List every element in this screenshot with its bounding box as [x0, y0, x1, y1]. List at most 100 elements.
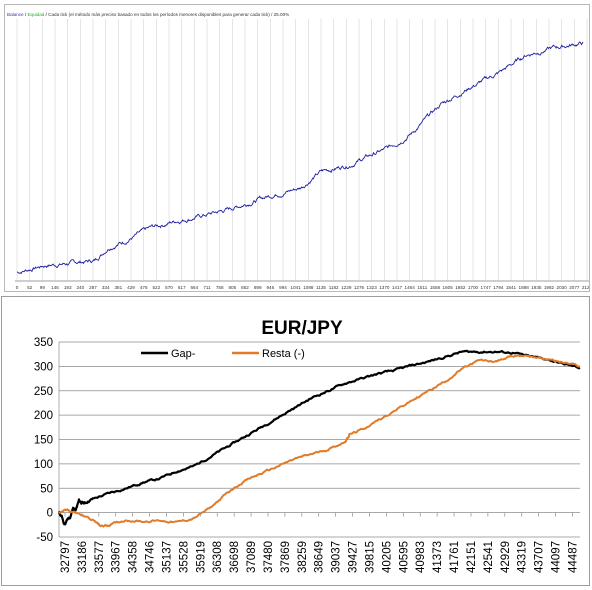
x-tick-label: 41373: [432, 541, 444, 573]
legend-balance: Balance: [7, 12, 24, 17]
x-tick-label: 34746: [145, 541, 157, 573]
x-tick-label: 37480: [263, 541, 275, 573]
series-line-gap: [58, 349, 581, 526]
x-tick-label: 1182: [329, 285, 339, 290]
x-tick-label: 1652: [455, 285, 466, 290]
x-tick-label: 994: [279, 285, 287, 290]
x-tick-label: 805: [228, 285, 236, 290]
x-tick-label: 43707: [534, 541, 546, 573]
x-tick-label: 334: [102, 285, 110, 290]
x-tick-label: 429: [127, 285, 135, 290]
x-axis-ticks: 0 52 99 146 193 240 287 334 381 429 476 522 570 617 66…: [16, 285, 592, 290]
x-tick-label: 1841: [506, 285, 517, 290]
x-tick-label: 287: [89, 285, 97, 290]
x-tick-label: 1276: [354, 285, 365, 290]
x-tick-label: 43319: [517, 541, 529, 573]
x-tick-label: 35137: [161, 541, 173, 573]
x-tick-label: 1700: [468, 285, 479, 290]
x-tick-label: 1888: [519, 285, 530, 290]
y-tick-label: 50: [40, 483, 53, 495]
x-tick-label: 39037: [331, 541, 343, 573]
x-tick-label: 35919: [195, 541, 207, 573]
x-tick-label: 38649: [314, 541, 326, 573]
x-tick-label: 1935: [531, 285, 542, 290]
y-axis-ticks: -50 0 50 100 150 200 250 300 350: [34, 337, 53, 544]
x-tick-label: 522: [152, 285, 160, 290]
legend-modeling-note: Cada tick (el método más preciso basado …: [48, 12, 289, 17]
legend-equity: Equidad: [27, 12, 44, 17]
x-tick-label: 40983: [415, 541, 427, 573]
x-tick-label: 1088: [303, 285, 314, 290]
x-tick-label: 33186: [77, 541, 89, 573]
balance-chart: Balance / Equidad / Cada tick (el método…: [7, 12, 592, 290]
x-tick-label: 476: [140, 285, 148, 290]
eurjpy-chart-panel: EUR/JPY -50 0 50 100 150 200 250 300 350 32797 33…: [1, 296, 590, 586]
x-tick-label: 2124: [582, 285, 589, 290]
x-tick-label: 852: [241, 285, 249, 290]
eurjpy-chart: EUR/JPY -50 0 50 100 150 200 250 300 350 32797 33…: [34, 318, 581, 573]
chart-title: EUR/JPY: [261, 318, 343, 339]
x-tick-label: 1605: [443, 285, 454, 290]
x-tick-label: 99: [40, 285, 46, 290]
x-tick-label: 39815: [364, 541, 376, 573]
x-tick-label: 1982: [544, 285, 555, 290]
x-tick-label: 1511: [417, 285, 427, 290]
legend-separator: /: [24, 12, 28, 17]
x-tick-label: 570: [165, 285, 173, 290]
y-tick-label: 100: [34, 459, 53, 471]
x-tick-label: 32797: [60, 541, 72, 573]
legend-label-resta: Resta (-): [262, 348, 305, 360]
balance-line: [16, 41, 584, 275]
x-tick-label: 1041: [291, 285, 302, 290]
x-tick-label: 42151: [466, 541, 478, 573]
y-tick-label: 150: [34, 435, 53, 447]
legend-label-gap: Gap-: [171, 348, 196, 360]
y-tick-label: 250: [34, 386, 53, 398]
x-tick-label: 1135: [316, 285, 326, 290]
x-tick-label: 37089: [246, 541, 258, 573]
x-tick-label: 33967: [111, 541, 123, 573]
x-tick-label: 617: [178, 285, 186, 290]
y-tick-label: 0: [47, 508, 53, 520]
legend: Gap- Resta (-): [141, 348, 305, 360]
x-tick-label: 33577: [94, 541, 106, 573]
x-tick-label: 38259: [297, 541, 309, 573]
x-tick-label: 39427: [348, 541, 360, 573]
x-tick-label: 44487: [567, 541, 579, 573]
top-legend: Balance / Equidad / Cada tick (el método…: [7, 12, 289, 17]
y-tick-label: 200: [34, 410, 53, 422]
x-tick-label: 381: [114, 285, 122, 290]
x-tick-label: 37869: [280, 541, 292, 573]
x-tick-label: 40595: [398, 541, 410, 573]
x-tick-label: 146: [51, 285, 59, 290]
x-tick-label: 899: [254, 285, 262, 290]
x-tick-label: 1794: [493, 285, 504, 290]
series-lines: [58, 349, 581, 528]
x-tick-label: 52: [27, 285, 33, 290]
x-tick-label: 41761: [449, 541, 461, 573]
x-tick-label: 711: [203, 285, 211, 290]
y-tick-label: -50: [36, 532, 53, 544]
x-tick-label: 1558: [430, 285, 441, 290]
x-tick-label: 1464: [405, 285, 416, 290]
x-tick-label: 664: [190, 285, 198, 290]
x-tick-label: 42929: [500, 541, 512, 573]
x-tick-label: 36698: [229, 541, 241, 573]
x-tick-label: 1323: [367, 285, 378, 290]
x-tick-label: 2077: [569, 285, 580, 290]
x-tick-label: 1229: [341, 285, 352, 290]
x-tick-label: 240: [76, 285, 84, 290]
x-tick-label: 0: [16, 285, 19, 290]
x-tick-label: 35528: [178, 541, 190, 573]
series-line-resta: [58, 354, 581, 528]
grid-lines: [16, 19, 588, 281]
x-tick-label: 2030: [557, 285, 568, 290]
x-tick-label: 1417: [392, 285, 403, 290]
x-tick-label: 36308: [212, 541, 224, 573]
y-tick-label: 350: [34, 337, 53, 349]
x-tick-label: 758: [216, 285, 224, 290]
x-tick-label: 34358: [128, 541, 140, 573]
x-tick-label: 193: [64, 285, 72, 290]
x-tick-label: 44097: [551, 541, 563, 573]
grid-lines: [58, 341, 580, 538]
